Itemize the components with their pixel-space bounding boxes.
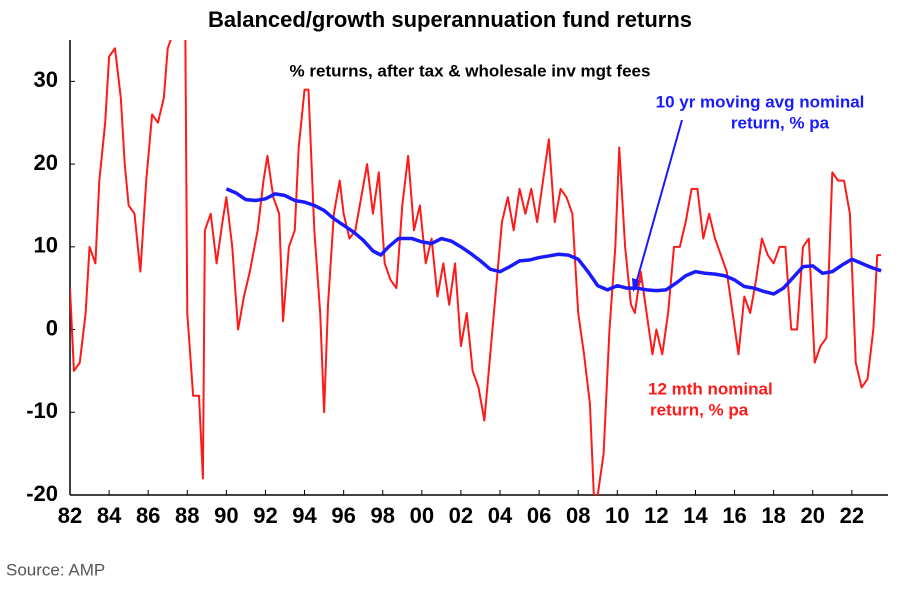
x-tick-label: 86 (136, 503, 160, 528)
series-label: return, % pa (731, 113, 830, 132)
y-tick-label: 30 (34, 67, 58, 92)
x-tick-label: 00 (410, 503, 434, 528)
x-tick-label: 84 (97, 503, 122, 528)
x-tick-label: 06 (527, 503, 551, 528)
source: Source: AMP (6, 560, 105, 579)
x-tick-label: 04 (488, 503, 513, 528)
x-tick-label: 22 (840, 503, 864, 528)
annotation: % returns, after tax & wholesale inv mgt… (290, 61, 651, 80)
y-tick-label: 20 (34, 150, 58, 175)
x-tick-label: 82 (58, 503, 82, 528)
series-line (70, 40, 882, 495)
series-label: return, % pa (650, 400, 749, 419)
x-tick-label: 18 (761, 503, 785, 528)
x-tick-label: 02 (449, 503, 473, 528)
x-tick-label: 96 (331, 503, 355, 528)
x-tick-label: 08 (566, 503, 590, 528)
y-tick-label: 10 (34, 233, 58, 258)
series-line (225, 187, 882, 296)
x-tick-label: 14 (683, 503, 708, 528)
x-tick-label: 98 (370, 503, 394, 528)
arrow (636, 119, 683, 281)
x-tick-label: 20 (801, 503, 825, 528)
x-tick-label: 90 (214, 503, 238, 528)
x-tick-label: 94 (292, 503, 317, 528)
x-tick-label: 12 (644, 503, 668, 528)
x-tick-label: 92 (253, 503, 277, 528)
chart-title: Balanced/growth superannuation fund retu… (208, 7, 692, 32)
plot-area (70, 40, 882, 495)
y-tick-label: -20 (26, 481, 58, 506)
series-label: 12 mth nominal (648, 379, 773, 398)
series-label: 10 yr moving avg nominal (656, 92, 865, 111)
x-tick-label: 10 (605, 503, 629, 528)
x-tick-label: 16 (722, 503, 746, 528)
x-tick-label: 88 (175, 503, 199, 528)
y-tick-label: -10 (26, 398, 58, 423)
y-tick-label: 0 (46, 315, 58, 340)
